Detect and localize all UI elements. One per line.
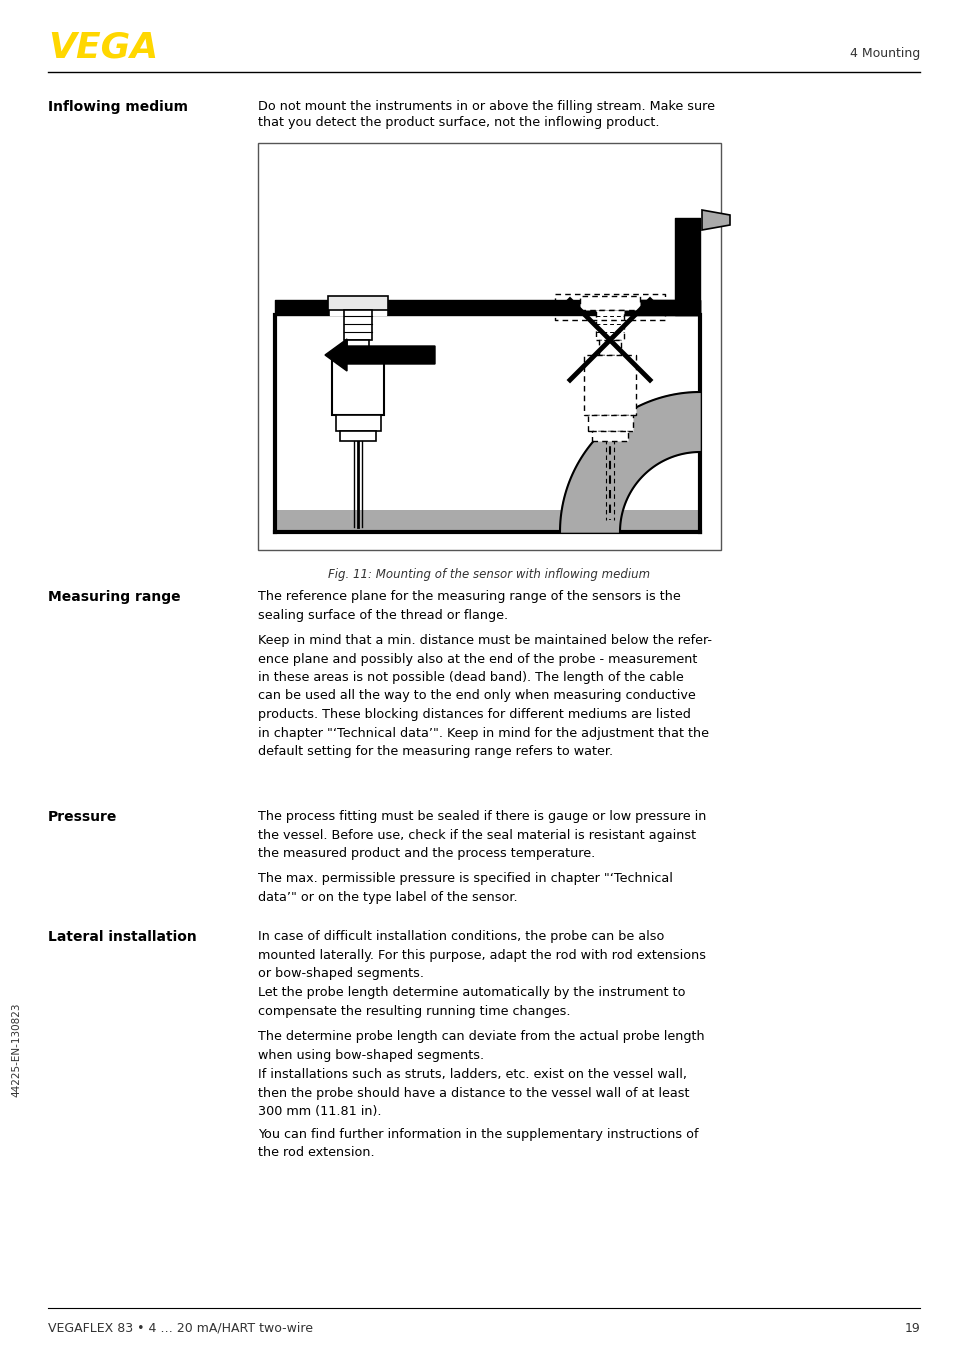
Text: 19: 19 <box>903 1322 919 1335</box>
Bar <box>596 310 623 340</box>
Text: that you detect the product surface, not the inflowing product.: that you detect the product surface, not… <box>257 116 659 129</box>
Text: Fig. 11: Mounting of the sensor with inflowing medium: Fig. 11: Mounting of the sensor with inf… <box>328 567 650 581</box>
Bar <box>347 340 369 355</box>
Text: VEGAFLEX 83 • 4 … 20 mA/HART two-wire: VEGAFLEX 83 • 4 … 20 mA/HART two-wire <box>48 1322 313 1335</box>
Bar <box>344 310 372 340</box>
Bar <box>257 144 720 550</box>
Text: 4 Mounting: 4 Mounting <box>849 47 919 60</box>
Bar <box>583 355 636 414</box>
Text: Lateral installation: Lateral installation <box>48 930 196 944</box>
Text: Inflowing medium: Inflowing medium <box>48 100 188 114</box>
Polygon shape <box>559 393 700 532</box>
Bar <box>598 340 620 355</box>
Bar <box>587 414 633 431</box>
Bar <box>579 297 639 310</box>
FancyArrow shape <box>325 338 435 371</box>
Text: The determine probe length can deviate from the actual probe length
when using b: The determine probe length can deviate f… <box>257 1030 704 1062</box>
Text: In case of difficult installation conditions, the probe can be also
mounted late: In case of difficult installation condit… <box>257 930 705 980</box>
Polygon shape <box>701 210 729 230</box>
Text: The process fitting must be sealed if there is gauge or low pressure in
the vess: The process fitting must be sealed if th… <box>257 810 705 860</box>
Text: Pressure: Pressure <box>48 810 117 825</box>
Text: You can find further information in the supplementary instructions of
the rod ex: You can find further information in the … <box>257 1128 698 1159</box>
Bar <box>328 297 388 310</box>
Text: Measuring range: Measuring range <box>48 590 180 604</box>
Bar <box>335 414 380 431</box>
Text: VEGA: VEGA <box>48 30 158 64</box>
Bar <box>339 431 375 441</box>
Bar <box>332 355 384 414</box>
Text: 44225-EN-130823: 44225-EN-130823 <box>11 1003 21 1097</box>
Bar <box>592 431 627 441</box>
Text: Do not mount the instruments in or above the filling stream. Make sure: Do not mount the instruments in or above… <box>257 100 714 112</box>
Text: Keep in mind that a min. distance must be maintained below the refer-
ence plane: Keep in mind that a min. distance must b… <box>257 634 711 758</box>
Text: The reference plane for the measuring range of the sensors is the
sealing surfac: The reference plane for the measuring ra… <box>257 590 680 621</box>
Bar <box>274 510 700 532</box>
Text: Let the probe length determine automatically by the instrument to
compensate the: Let the probe length determine automatic… <box>257 986 685 1017</box>
Text: The max. permissible pressure is specified in chapter "‘Technical
data’" or on t: The max. permissible pressure is specifi… <box>257 872 672 903</box>
Text: If installations such as struts, ladders, etc. exist on the vessel wall,
then th: If installations such as struts, ladders… <box>257 1068 689 1118</box>
